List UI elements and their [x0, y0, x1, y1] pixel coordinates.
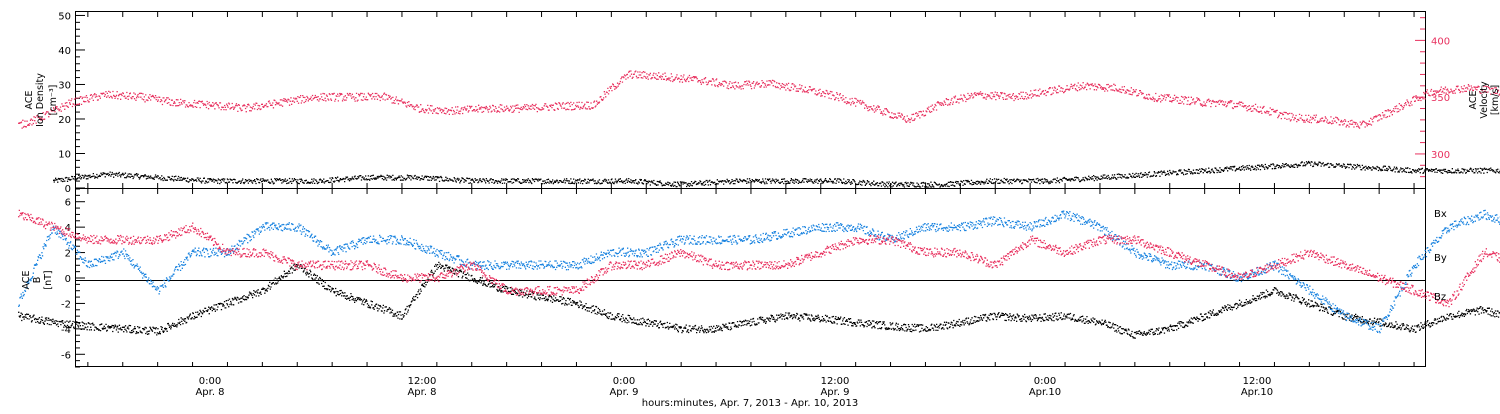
bfield-axis-title-line1: ACE [21, 271, 32, 290]
top-right-axis: 300 350 400 [1415, 17, 1450, 178]
bfield-axis-title: ACE B [nT] [21, 270, 54, 289]
bz-series [18, 209, 1500, 308]
x-tick-time-label: 0:00 [613, 376, 635, 387]
density-axis-title: ACE Ion Density [cm⁻³] [24, 73, 59, 127]
x-tick-date-label: Apr. 9 [609, 387, 638, 398]
x-axis-label: hours:minutes, Apr. 7, 2013 - Apr. 10, 2… [642, 398, 858, 409]
bz-points [18, 209, 1500, 308]
legend-by: By [1434, 253, 1447, 264]
bottom-panel-frame [75, 188, 1426, 367]
density-tick-label: 20 [58, 115, 71, 126]
density-axis-title-line3: [cm⁻³] [48, 85, 59, 116]
bx-points [18, 261, 1500, 339]
velocity-tick-label: 300 [1431, 150, 1450, 161]
x-tick-date-label: Apr. 8 [195, 387, 224, 398]
density-tick-label: 10 [58, 149, 71, 160]
velocity-axis-title-line3: [km/s] [1490, 85, 1500, 115]
bfield-tick-label: -6 [61, 350, 71, 361]
top-panel-frame [75, 11, 1426, 189]
velocity-series [18, 70, 1500, 129]
x-tick-time-label: 0:00 [1034, 376, 1056, 387]
x-tick-time-label: 0:00 [199, 376, 221, 387]
velocity-axis-title: ACE Velocity [km/s] [1468, 81, 1500, 119]
velocity-axis-title-line1: ACE [1468, 91, 1479, 110]
x-tick-date-label: Apr.10 [1241, 387, 1273, 398]
density-axis-title-line1: ACE [24, 91, 35, 110]
x-tick-date-label: Apr. 9 [820, 387, 849, 398]
velocity-tick-label: 400 [1431, 36, 1450, 47]
x-tick-time-label: 12:00 [1243, 376, 1272, 387]
bfield-tick-label: -4 [61, 325, 71, 336]
bfield-tick-label: -2 [61, 299, 71, 310]
bfield-tick-label: 0 [65, 274, 71, 285]
bfield-tick-label: 2 [65, 249, 71, 260]
x-tick-date-label: Apr.10 [1029, 387, 1061, 398]
x-tick-time-label: 12:00 [408, 376, 437, 387]
legend-bx: Bx [1434, 209, 1447, 220]
velocity-points [18, 70, 1500, 129]
bfield-axis-title-line3: [nT] [43, 270, 54, 289]
ion-density-series [53, 160, 1500, 188]
legend-bz: Bz [1434, 292, 1446, 303]
velocity-axis-title-line2: Velocity [1479, 81, 1490, 119]
by-points [18, 209, 1500, 334]
bx-series [18, 261, 1500, 339]
density-tick-label: 40 [58, 46, 71, 57]
bfield-legend: Bx By Bz [1434, 209, 1447, 303]
density-tick-label: 0 [65, 184, 71, 195]
density-tick-label: 30 [58, 80, 71, 91]
bfield-axis-title-line2: B [32, 277, 43, 284]
top-left-axis: 0 10 20 30 40 50 [58, 11, 85, 195]
ion-density-points [53, 160, 1500, 188]
velocity-tick-label: 350 [1431, 93, 1450, 104]
density-axis-title-line2: Ion Density [35, 73, 46, 127]
bfield-tick-label: 6 [65, 198, 71, 209]
density-tick-label: 50 [58, 11, 71, 22]
x-tick-time-label: 12:00 [821, 376, 850, 387]
x-tick-date-label: Apr. 8 [407, 387, 436, 398]
by-series [18, 209, 1500, 334]
